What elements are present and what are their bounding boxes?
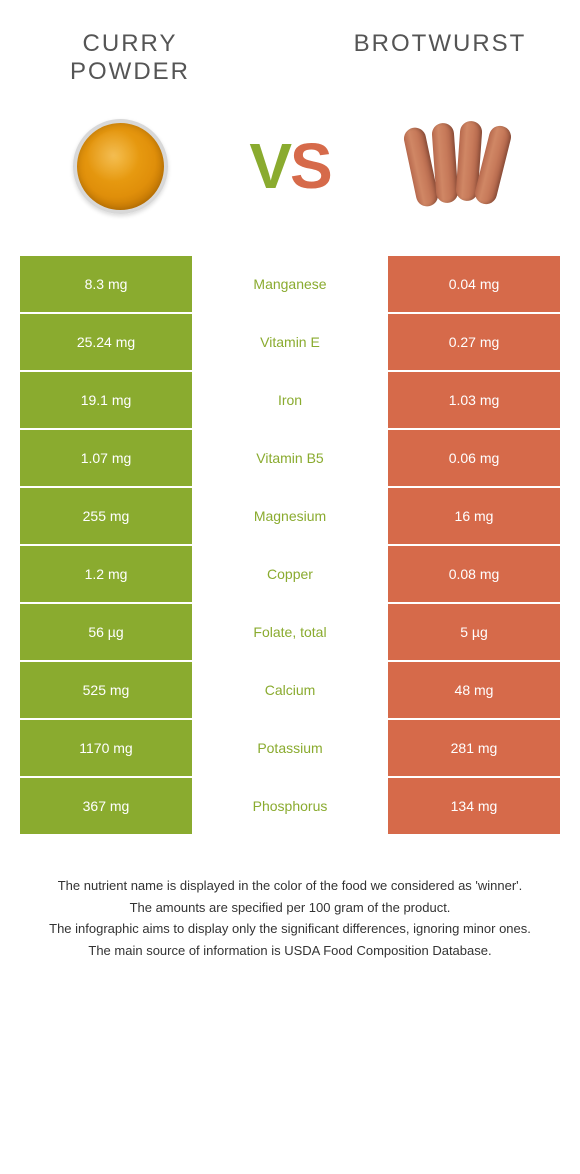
- right-value: 1.03 mg: [388, 372, 560, 428]
- footer-line-1: The nutrient name is displayed in the co…: [30, 876, 550, 896]
- nutrient-name: Iron: [192, 372, 388, 428]
- footer-line-4: The main source of information is USDA F…: [30, 941, 550, 961]
- right-value: 281 mg: [388, 720, 560, 776]
- curry-powder-image: [60, 116, 180, 216]
- food-title-right: BROTWURST: [350, 30, 530, 86]
- nutrient-name: Calcium: [192, 662, 388, 718]
- sausages-icon: [400, 121, 520, 211]
- table-row: 1170 mgPotassium281 mg: [20, 720, 560, 776]
- nutrient-name: Folate, total: [192, 604, 388, 660]
- table-row: 525 mgCalcium48 mg: [20, 662, 560, 718]
- footer-line-3: The infographic aims to display only the…: [30, 919, 550, 939]
- nutrient-name: Potassium: [192, 720, 388, 776]
- table-row: 1.2 mgCopper0.08 mg: [20, 546, 560, 602]
- left-value: 255 mg: [20, 488, 192, 544]
- vs-label: VS: [249, 129, 330, 203]
- left-value: 19.1 mg: [20, 372, 192, 428]
- left-value: 1.07 mg: [20, 430, 192, 486]
- vs-s-letter: S: [290, 130, 331, 202]
- nutrient-name: Vitamin B5: [192, 430, 388, 486]
- table-row: 1.07 mgVitamin B50.06 mg: [20, 430, 560, 486]
- left-value: 1.2 mg: [20, 546, 192, 602]
- right-value: 48 mg: [388, 662, 560, 718]
- right-value: 16 mg: [388, 488, 560, 544]
- right-value: 0.27 mg: [388, 314, 560, 370]
- table-row: 255 mgMagnesium16 mg: [20, 488, 560, 544]
- vs-v-letter: V: [249, 130, 290, 202]
- table-row: 19.1 mgIron1.03 mg: [20, 372, 560, 428]
- left-value: 525 mg: [20, 662, 192, 718]
- table-row: 8.3 mgManganese0.04 mg: [20, 256, 560, 312]
- left-value: 56 µg: [20, 604, 192, 660]
- header: CURRY POWDER BROTWURST: [0, 0, 580, 96]
- footer-notes: The nutrient name is displayed in the co…: [0, 836, 580, 960]
- table-row: 25.24 mgVitamin E0.27 mg: [20, 314, 560, 370]
- left-value: 8.3 mg: [20, 256, 192, 312]
- right-value: 0.06 mg: [388, 430, 560, 486]
- table-row: 367 mgPhosphorus134 mg: [20, 778, 560, 834]
- vs-row: VS: [0, 96, 580, 246]
- nutrient-table: 8.3 mgManganese0.04 mg25.24 mgVitamin E0…: [20, 256, 560, 834]
- right-value: 0.08 mg: [388, 546, 560, 602]
- nutrient-name: Copper: [192, 546, 388, 602]
- nutrient-name: Magnesium: [192, 488, 388, 544]
- left-value: 25.24 mg: [20, 314, 192, 370]
- table-row: 56 µgFolate, total5 µg: [20, 604, 560, 660]
- right-value: 134 mg: [388, 778, 560, 834]
- right-value: 5 µg: [388, 604, 560, 660]
- brotwurst-image: [400, 116, 520, 216]
- left-value: 1170 mg: [20, 720, 192, 776]
- nutrient-name: Manganese: [192, 256, 388, 312]
- curry-bowl-icon: [73, 119, 168, 214]
- footer-line-2: The amounts are specified per 100 gram o…: [30, 898, 550, 918]
- left-value: 367 mg: [20, 778, 192, 834]
- right-value: 0.04 mg: [388, 256, 560, 312]
- nutrient-name: Vitamin E: [192, 314, 388, 370]
- nutrient-name: Phosphorus: [192, 778, 388, 834]
- food-title-left: CURRY POWDER: [50, 30, 210, 86]
